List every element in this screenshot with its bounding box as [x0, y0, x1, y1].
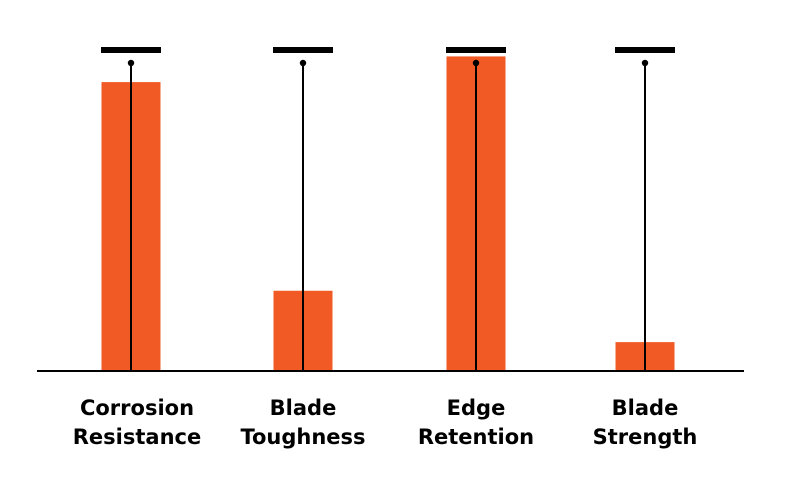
category-label-line: Resistance	[73, 425, 201, 449]
category-label-line: Edge	[447, 396, 506, 420]
max-cap-1	[273, 47, 333, 53]
range-dot-0	[127, 59, 135, 67]
range-markers-group	[101, 47, 675, 371]
category-label-1: Blade Toughness	[240, 396, 365, 449]
range-dot-1	[299, 59, 307, 67]
category-label-2: Edge Retention	[418, 396, 534, 449]
category-label-line: Toughness	[240, 425, 365, 449]
category-label-line: Strength	[593, 425, 698, 449]
bars-group	[101, 56, 675, 372]
category-label-3: Blade Strength	[593, 396, 698, 449]
max-cap-2	[446, 47, 506, 53]
category-label-line: Retention	[418, 425, 534, 449]
category-labels-group: Corrosion Resistance Blade Toughness Edge Ret…	[73, 396, 698, 449]
range-dot-2	[472, 59, 480, 67]
category-label-line: Corrosion	[80, 396, 194, 420]
category-label-0: Corrosion Resistance	[73, 396, 201, 449]
range-dot-3	[641, 59, 649, 67]
category-label-line: Blade	[270, 396, 337, 420]
max-cap-0	[101, 47, 161, 53]
category-label-line: Blade	[612, 396, 679, 420]
max-cap-3	[615, 47, 675, 53]
